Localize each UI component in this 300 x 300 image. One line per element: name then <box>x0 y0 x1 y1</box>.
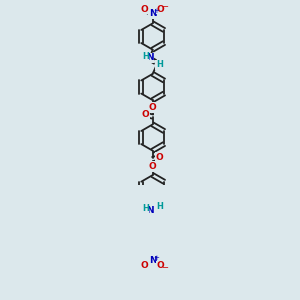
Text: H: H <box>156 60 163 69</box>
Text: O: O <box>149 162 157 171</box>
Text: O: O <box>157 261 164 270</box>
Text: −: − <box>161 2 168 11</box>
Text: O: O <box>156 153 164 162</box>
Text: O: O <box>149 103 157 112</box>
Text: N: N <box>149 9 156 18</box>
Text: +: + <box>154 255 159 261</box>
Text: O: O <box>141 4 148 14</box>
Text: H: H <box>156 202 163 211</box>
Text: O: O <box>141 261 148 270</box>
Text: +: + <box>154 8 159 14</box>
Text: −: − <box>161 264 168 273</box>
Text: O: O <box>142 110 149 119</box>
Text: H: H <box>142 204 149 213</box>
Text: N: N <box>149 256 156 265</box>
Text: N: N <box>146 53 154 62</box>
Text: O: O <box>157 4 164 14</box>
Text: N: N <box>146 206 154 214</box>
Text: H: H <box>142 52 149 61</box>
